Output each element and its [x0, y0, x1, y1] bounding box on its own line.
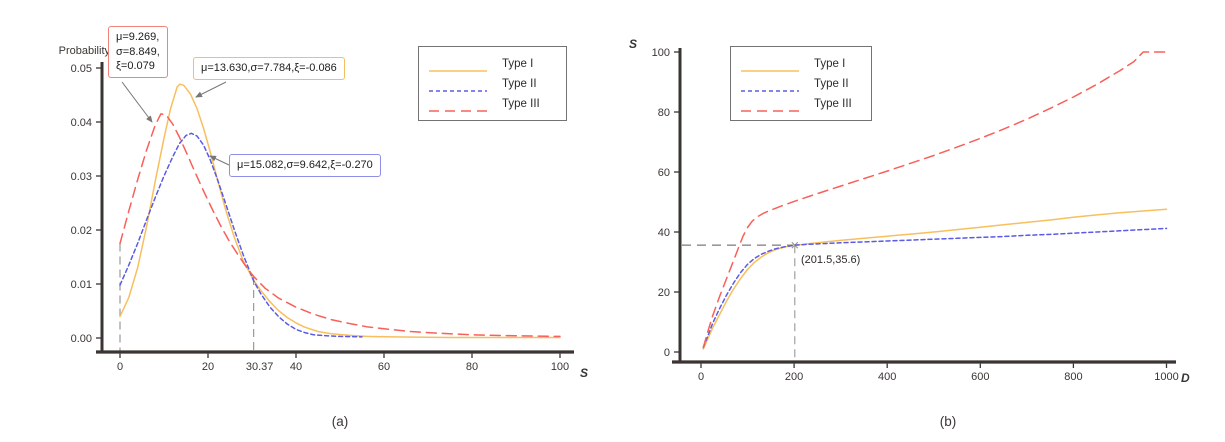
annotation-arrow: [195, 81, 227, 98]
y-tick-label: 100: [652, 47, 670, 59]
legend-item: Type II: [741, 74, 871, 94]
legend-label: Type I: [502, 58, 534, 70]
y-tick-label: 0.05: [71, 63, 92, 75]
series-type-i: [702, 208, 1168, 350]
x-tick-label: 0: [117, 361, 123, 373]
type-i-line-sample: [429, 61, 487, 72]
panel-b: 0 200 400 600 800 1000 0 20 40 60 80 100: [652, 47, 1179, 383]
series-type-iii: [119, 113, 561, 338]
legend-item: Type I: [741, 54, 871, 74]
y-tick-label: 60: [658, 167, 670, 179]
annotation-type-ii-params: μ=15.082,σ=9.642,ξ=-0.270: [229, 154, 381, 177]
type-i-line-sample: [741, 61, 799, 72]
legend-item: Type I: [429, 54, 566, 74]
y-tick-label: 0.03: [71, 171, 92, 183]
annotation-type-i-params: μ=13.630,σ=7.784,ξ=-0.086: [193, 57, 345, 80]
y-tick-label: 0.04: [71, 117, 92, 129]
y-tick-label: 80: [658, 107, 670, 119]
legend-label: Type III: [814, 98, 852, 110]
x-axis-title-b: D: [1181, 371, 1190, 385]
legend-label: Type II: [814, 78, 849, 90]
x-tick-label: 80: [466, 361, 478, 373]
panel-a: 0 20 40 60 80 100 30.37 0.00 0.01 0.02 0.03 0.04 0.0…: [71, 62, 574, 373]
y-tick-label: 0: [664, 347, 670, 359]
y-axis-title-b: S: [629, 37, 638, 51]
legend-label: Type II: [502, 78, 537, 90]
x-tick-label: 200: [785, 371, 803, 383]
legend-panel-b: Type I Type II Type III: [730, 46, 872, 121]
type-ii-line-sample: [741, 81, 799, 92]
type-iii-line-sample: [429, 101, 487, 112]
annotation-type-iii-params: μ=9.269, σ=8.849, ξ=0.079: [108, 26, 168, 78]
x-tick-label: 60: [378, 361, 390, 373]
legend-panel-a: Type I Type II Type III: [418, 46, 567, 121]
x-tick-label: 1000: [1154, 371, 1178, 383]
annotation-arrow: [121, 81, 153, 123]
y-tick-label: 20: [658, 287, 670, 299]
x-tick-label: 40: [290, 361, 302, 373]
legend-item: Type III: [429, 94, 566, 114]
caption-a: (a): [331, 414, 349, 429]
x-tick-label: 100: [551, 361, 569, 373]
y-tick-label: 0.02: [71, 225, 92, 237]
series-type-ii: [702, 227, 1168, 349]
legend-item: Type II: [429, 74, 566, 94]
y-tick-label: 0.00: [71, 333, 92, 345]
type-ii-line-sample: [429, 81, 487, 92]
caption-b: (b): [939, 414, 957, 429]
legend-label: Type I: [814, 58, 846, 70]
x-tick-label: 600: [971, 371, 989, 383]
y-axis-title-a: Probability: [58, 45, 110, 57]
x-tick-label: 0: [698, 371, 704, 383]
x-tick-label: 20: [202, 361, 214, 373]
legend-label: Type III: [502, 98, 540, 110]
x-axis-title-a: S: [580, 366, 589, 380]
y-tick-label: 0.01: [71, 279, 92, 291]
annotation-arrow: [209, 155, 230, 166]
type-iii-line-sample: [741, 101, 799, 112]
series-type-i: [119, 83, 561, 339]
x-extra-label: 30.37: [246, 361, 274, 373]
x-tick-label: 800: [1064, 371, 1082, 383]
legend-item: Type III: [741, 94, 871, 114]
x-tick-label: 400: [878, 371, 896, 383]
series-type-ii: [119, 132, 363, 338]
y-tick-label: 40: [658, 227, 670, 239]
point-coordinates-label: (201.5,35.6): [801, 254, 861, 266]
